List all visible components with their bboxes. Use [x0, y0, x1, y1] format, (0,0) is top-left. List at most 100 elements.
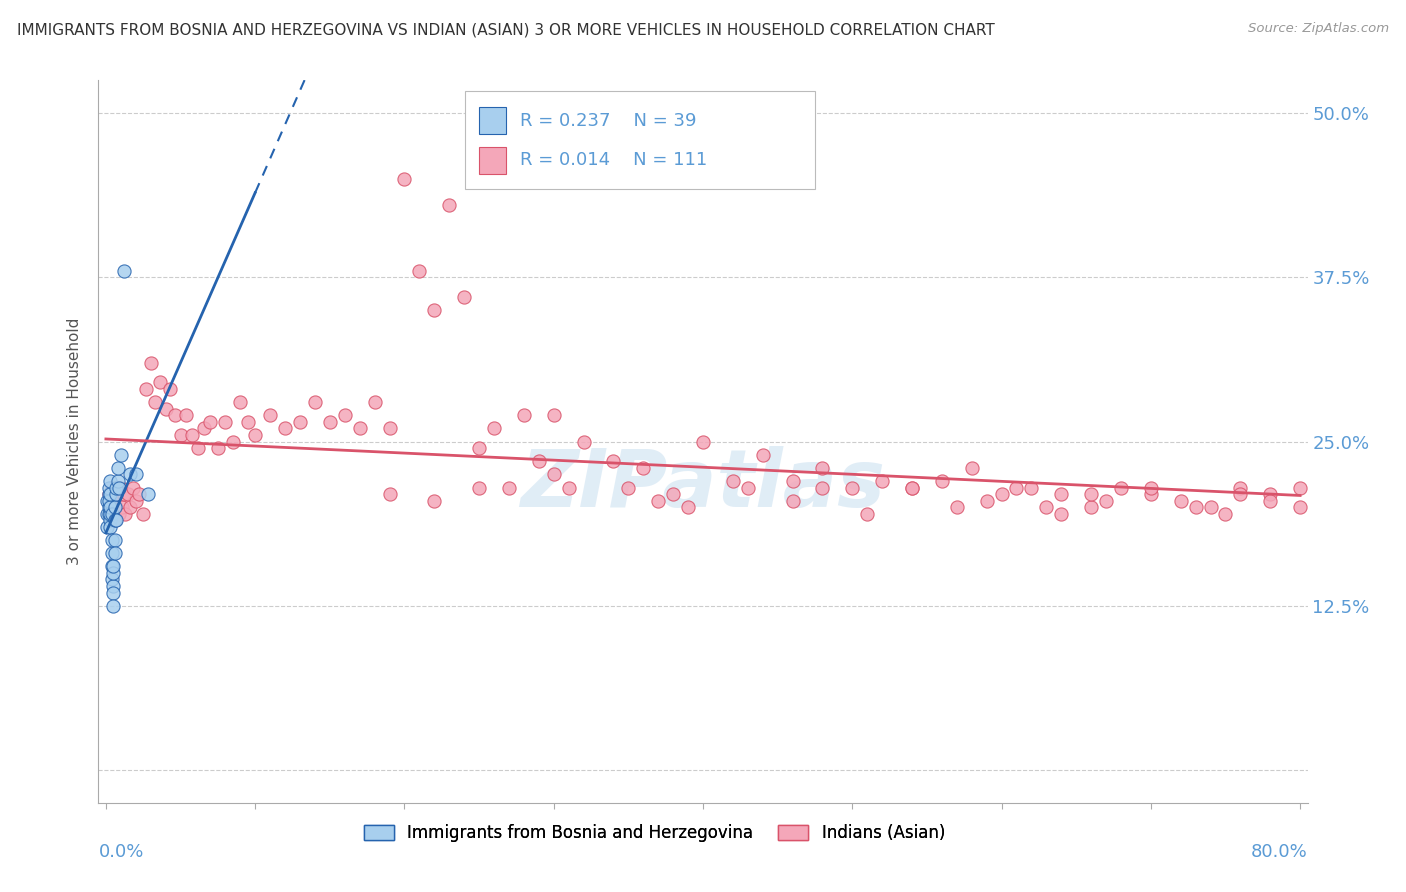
Indians (Asian)	[103, 481, 125, 495]
Indians (Asian)	[132, 507, 155, 521]
Indians (Asian)	[1170, 493, 1192, 508]
Indians (Asian)	[557, 481, 579, 495]
Indians (Asian)	[125, 493, 148, 508]
Indians (Asian)	[1080, 500, 1102, 515]
Indians (Asian)	[378, 421, 401, 435]
Indians (Asian)	[193, 421, 215, 435]
Immigrants from Bosnia and Herzegovina	[96, 507, 118, 521]
Indians (Asian)	[633, 460, 655, 475]
Indians (Asian)	[1050, 507, 1073, 521]
Indians (Asian)	[408, 264, 430, 278]
Indians (Asian)	[319, 415, 342, 429]
Indians (Asian)	[841, 481, 863, 495]
Text: 0.0%: 0.0%	[98, 843, 143, 861]
Y-axis label: 3 or more Vehicles in Household: 3 or more Vehicles in Household	[67, 318, 83, 566]
Indians (Asian)	[101, 493, 124, 508]
Immigrants from Bosnia and Herzegovina	[98, 513, 121, 527]
Indians (Asian)	[1184, 500, 1206, 515]
Indians (Asian)	[1035, 500, 1057, 515]
Indians (Asian)	[176, 409, 198, 423]
Indians (Asian)	[98, 507, 121, 521]
Indians (Asian)	[200, 415, 222, 429]
Immigrants from Bosnia and Herzegovina	[108, 481, 131, 495]
Immigrants from Bosnia and Herzegovina	[112, 264, 135, 278]
Indians (Asian)	[169, 428, 191, 442]
Indians (Asian)	[229, 395, 252, 409]
Immigrants from Bosnia and Herzegovina	[101, 546, 124, 560]
Indians (Asian)	[931, 474, 953, 488]
Indians (Asian)	[1140, 481, 1163, 495]
Indians (Asian)	[128, 487, 150, 501]
Indians (Asian)	[117, 487, 139, 501]
Indians (Asian)	[1258, 487, 1281, 501]
Indians (Asian)	[498, 481, 520, 495]
Indians (Asian)	[1050, 487, 1073, 501]
Indians (Asian)	[378, 487, 401, 501]
Immigrants from Bosnia and Herzegovina	[118, 467, 141, 482]
Indians (Asian)	[602, 454, 624, 468]
Indians (Asian)	[304, 395, 326, 409]
Indians (Asian)	[135, 382, 157, 396]
Indians (Asian)	[143, 395, 166, 409]
Text: ZIPatlas: ZIPatlas	[520, 446, 886, 524]
Immigrants from Bosnia and Herzegovina	[97, 481, 120, 495]
Immigrants from Bosnia and Herzegovina	[104, 513, 127, 527]
Immigrants from Bosnia and Herzegovina	[104, 500, 127, 515]
Indians (Asian)	[737, 481, 759, 495]
Immigrants from Bosnia and Herzegovina	[103, 585, 125, 599]
Immigrants from Bosnia and Herzegovina	[105, 513, 128, 527]
Immigrants from Bosnia and Herzegovina	[96, 493, 118, 508]
Indians (Asian)	[243, 428, 266, 442]
Immigrants from Bosnia and Herzegovina	[105, 487, 128, 501]
Immigrants from Bosnia and Herzegovina	[101, 533, 124, 547]
Indians (Asian)	[236, 415, 259, 429]
Indians (Asian)	[468, 481, 491, 495]
Text: IMMIGRANTS FROM BOSNIA AND HERZEGOVINA VS INDIAN (ASIAN) 3 OR MORE VEHICLES IN H: IMMIGRANTS FROM BOSNIA AND HERZEGOVINA V…	[17, 22, 994, 37]
Indians (Asian)	[187, 441, 209, 455]
Indians (Asian)	[1095, 493, 1118, 508]
Immigrants from Bosnia and Herzegovina	[98, 520, 121, 534]
Indians (Asian)	[945, 500, 967, 515]
Immigrants from Bosnia and Herzegovina	[103, 599, 125, 613]
Indians (Asian)	[155, 401, 177, 416]
Indians (Asian)	[181, 428, 204, 442]
Indians (Asian)	[692, 434, 714, 449]
Indians (Asian)	[104, 513, 127, 527]
Immigrants from Bosnia and Herzegovina	[97, 493, 120, 508]
Indians (Asian)	[107, 481, 129, 495]
Immigrants from Bosnia and Herzegovina	[110, 448, 132, 462]
Text: R = 0.014    N = 111: R = 0.014 N = 111	[520, 152, 707, 169]
Immigrants from Bosnia and Herzegovina	[98, 507, 121, 521]
Indians (Asian)	[1289, 500, 1312, 515]
Indians (Asian)	[543, 409, 565, 423]
Indians (Asian)	[1140, 487, 1163, 501]
Immigrants from Bosnia and Herzegovina	[125, 467, 148, 482]
Indians (Asian)	[110, 481, 132, 495]
Indians (Asian)	[1109, 481, 1132, 495]
Indians (Asian)	[108, 507, 131, 521]
Indians (Asian)	[333, 409, 356, 423]
Indians (Asian)	[222, 434, 245, 449]
Indians (Asian)	[104, 481, 127, 495]
Indians (Asian)	[159, 382, 181, 396]
Indians (Asian)	[394, 171, 416, 186]
Immigrants from Bosnia and Herzegovina	[98, 500, 121, 515]
Immigrants from Bosnia and Herzegovina	[97, 500, 120, 515]
Immigrants from Bosnia and Herzegovina	[98, 487, 121, 501]
Indians (Asian)	[114, 507, 136, 521]
Indians (Asian)	[97, 487, 120, 501]
Indians (Asian)	[901, 481, 924, 495]
Indians (Asian)	[1258, 493, 1281, 508]
Immigrants from Bosnia and Herzegovina	[107, 460, 129, 475]
Indians (Asian)	[363, 395, 385, 409]
Indians (Asian)	[1229, 487, 1251, 501]
Text: Source: ZipAtlas.com: Source: ZipAtlas.com	[1249, 22, 1389, 36]
Indians (Asian)	[259, 409, 281, 423]
Indians (Asian)	[976, 493, 998, 508]
Indians (Asian)	[423, 303, 446, 318]
Immigrants from Bosnia and Herzegovina	[105, 481, 128, 495]
Immigrants from Bosnia and Herzegovina	[101, 507, 124, 521]
Indians (Asian)	[349, 421, 371, 435]
Immigrants from Bosnia and Herzegovina	[101, 573, 124, 587]
Indians (Asian)	[1289, 481, 1312, 495]
